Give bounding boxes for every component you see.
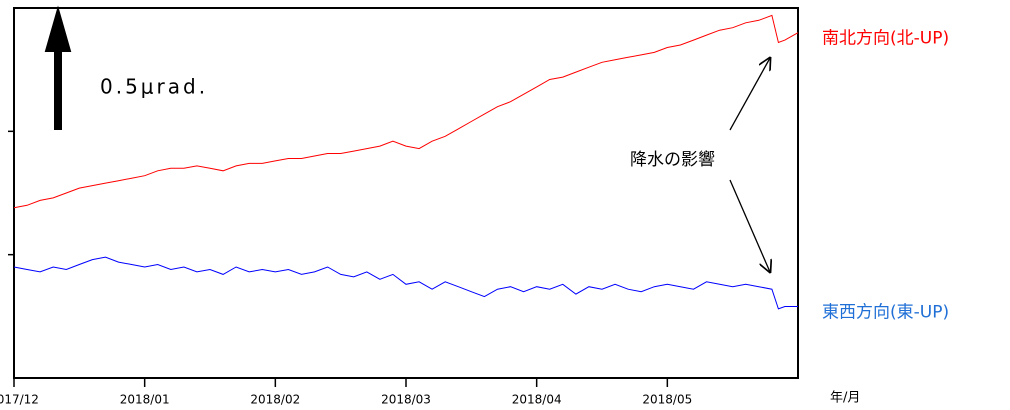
- annotation-arrow: [729, 58, 770, 131]
- series-line: [13, 14, 799, 209]
- x-tick-label: 2018/04: [512, 393, 562, 407]
- x-tick-label: 2017/12: [0, 393, 39, 407]
- series-label: 南北方向(北-UP): [822, 29, 949, 49]
- x-tick-label: 2018/02: [250, 393, 300, 407]
- x-tick-label: 2018/05: [642, 393, 692, 407]
- series-label: 東西方向(東-UP): [822, 302, 949, 322]
- plot-frame: [13, 7, 799, 379]
- annotation: 降水の影響: [630, 150, 715, 170]
- series-line: [13, 256, 798, 310]
- x-axis-label: 年/月: [830, 391, 860, 406]
- scale-label: 0.5μrad.: [100, 75, 208, 99]
- x-tick-label: 2018/01: [120, 393, 170, 407]
- x-tick-label: 2018/03: [381, 393, 431, 407]
- annotation-arrow: [729, 179, 770, 272]
- scale-arrow: [44, 5, 72, 130]
